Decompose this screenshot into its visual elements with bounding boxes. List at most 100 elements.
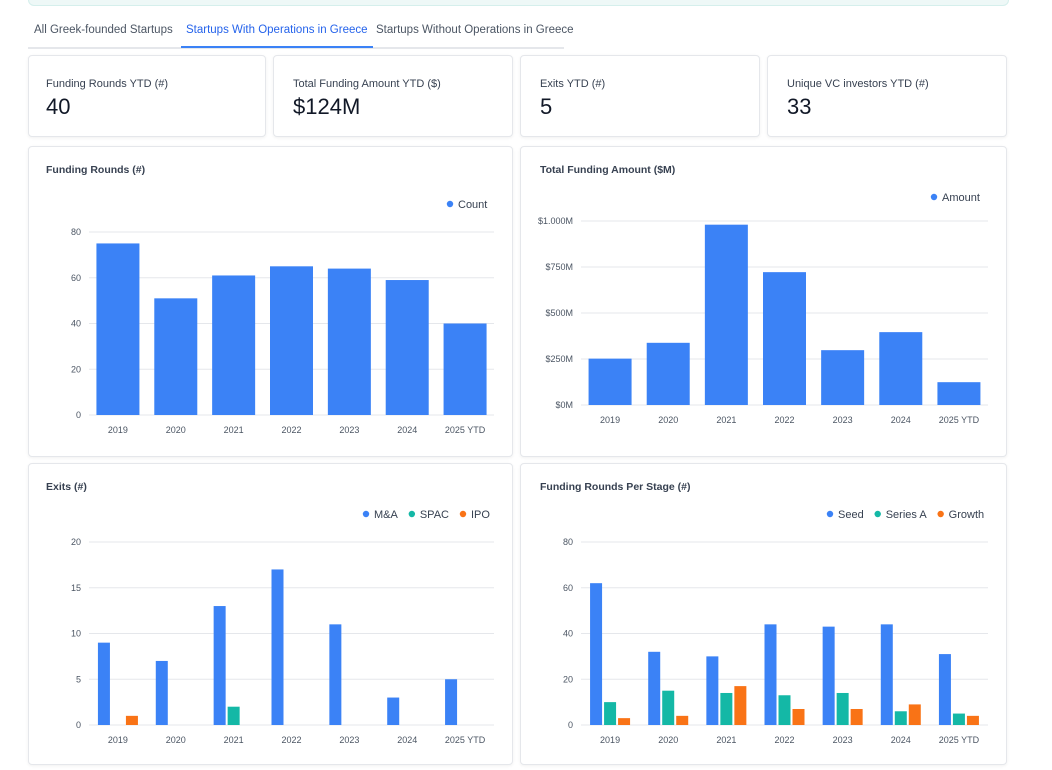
kpi-label: Unique VC investors YTD (#) <box>787 78 929 90</box>
bar-seed <box>648 651 661 725</box>
bar-m-a <box>213 606 226 725</box>
bar-amount <box>646 342 690 405</box>
chart-card-funding-rounds: Funding Rounds (#) 0 20 40 60 80 2019 2020 2021… <box>28 146 513 457</box>
x-tick-label: 2022 <box>281 425 301 435</box>
x-tick-label: 2021 <box>716 415 736 425</box>
bar-series-a <box>894 711 907 725</box>
bar-series-a <box>952 713 965 725</box>
legend-marker-spac <box>408 510 416 518</box>
y-tick-label: 40 <box>71 319 81 329</box>
bar-count <box>212 275 256 415</box>
bar-series-a <box>604 702 617 725</box>
chart-title: Exits (#) <box>46 481 87 493</box>
tab-all-greek-founded-startups[interactable]: All Greek-founded Startups <box>34 24 173 36</box>
x-tick-label: 2023 <box>339 735 359 745</box>
x-tick-label: 2020 <box>658 415 678 425</box>
kpi-value: $124M <box>293 94 361 119</box>
x-tick-label: 2023 <box>339 425 359 435</box>
bar-growth <box>734 686 747 725</box>
funding-rounds-chart: 0 20 40 60 80 2019 2020 2021 2022 2023 2024 2025 YT… <box>71 199 494 435</box>
kpi-label: Exits YTD (#) <box>540 78 606 90</box>
bar-growth <box>676 715 689 725</box>
x-tick-label: 2024 <box>891 415 911 425</box>
bar-spac <box>227 706 240 725</box>
bar-amount <box>588 358 632 405</box>
bar-count <box>443 323 487 415</box>
chart-card-total-funding-amount: Total Funding Amount ($M) $0M $250M $500M $… <box>520 146 1007 457</box>
bar-count <box>96 243 140 415</box>
y-tick-label: 20 <box>71 537 81 547</box>
y-tick-label: 80 <box>563 537 573 547</box>
bar-series-a <box>778 695 791 725</box>
x-tick-label: 2023 <box>833 415 853 425</box>
tab-startups-without-operations-in-greece[interactable]: Startups Without Operations in Greece <box>376 24 574 36</box>
bar-seed <box>938 654 951 725</box>
bar-seed <box>822 626 835 725</box>
x-tick-label: 2023 <box>833 735 853 745</box>
legend-marker-ipo <box>459 510 467 518</box>
bar-growth <box>618 718 631 725</box>
kpi-label: Total Funding Amount YTD ($) <box>293 78 441 90</box>
x-tick-label: 2019 <box>108 735 128 745</box>
x-tick-label: 2022 <box>774 415 794 425</box>
kpi-value: 33 <box>787 94 812 119</box>
bar-m-a <box>97 642 110 725</box>
legend-label-growth: Growth <box>949 509 984 521</box>
bar-series-a <box>836 692 849 725</box>
bar-count <box>270 266 313 415</box>
bar-m-a <box>271 569 284 725</box>
funding-rounds-per-stage-chart: 0 20 40 60 80 2019 2020 2021 2022 2023 2024 2025 YT… <box>563 509 988 745</box>
x-tick-label: 2021 <box>224 425 244 435</box>
y-tick-label: $750M <box>545 262 573 272</box>
legend-label-m-a: M&A <box>374 509 399 521</box>
legend-label-count: Count <box>458 199 487 211</box>
legend-label-seed: Seed <box>838 509 864 521</box>
kpi-value: 5 <box>540 94 553 119</box>
bar-seed <box>764 624 777 725</box>
y-tick-label: 40 <box>563 629 573 639</box>
bar-growth <box>966 715 979 725</box>
total-funding-amount-chart: $0M $250M $500M $750M $1.000M 2019 2020 2021 202… <box>538 192 988 425</box>
bar-seed <box>590 583 603 725</box>
x-tick-label: 2019 <box>600 735 620 745</box>
bar-count <box>154 298 198 415</box>
bar-growth <box>850 708 863 725</box>
kpi-card-total-funding: Total Funding Amount YTD ($) $124M <box>273 55 513 137</box>
x-tick-label: 2019 <box>600 415 620 425</box>
x-tick-label: 2019 <box>108 425 128 435</box>
kpi-value: 40 <box>46 94 71 119</box>
y-tick-label: 60 <box>71 273 81 283</box>
x-tick-label: 2020 <box>166 425 186 435</box>
legend-marker-amount <box>930 193 938 201</box>
bar-series-a <box>720 692 733 725</box>
y-tick-label: 0 <box>568 720 573 730</box>
legend-label-ipo: IPO <box>471 509 490 521</box>
y-tick-label: $500M <box>545 308 573 318</box>
y-tick-label: 0 <box>76 410 81 420</box>
chart-card-funding-rounds-per-stage: Funding Rounds Per Stage (#) 0 20 40 60 80 20… <box>520 463 1007 765</box>
bar-m-a <box>387 697 400 725</box>
y-tick-label: $1.000M <box>538 216 573 226</box>
legend-label-series-a: Series A <box>886 509 928 521</box>
bar-m-a <box>329 624 342 725</box>
bar-count <box>327 268 371 415</box>
x-tick-label: 2025 YTD <box>939 415 980 425</box>
x-tick-label: 2025 YTD <box>445 735 486 745</box>
x-tick-label: 2020 <box>658 735 678 745</box>
x-tick-label: 2020 <box>166 735 186 745</box>
x-tick-label: 2024 <box>397 735 417 745</box>
y-tick-label: 15 <box>71 583 81 593</box>
chart-title: Total Funding Amount ($M) <box>540 164 676 176</box>
tab-startups-with-operations-in-greece[interactable]: Startups With Operations in Greece <box>181 16 373 48</box>
kpi-label: Funding Rounds YTD (#) <box>46 78 169 90</box>
bar-seed <box>880 624 893 725</box>
y-tick-label: 60 <box>563 583 573 593</box>
x-tick-label: 2025 YTD <box>445 425 486 435</box>
bar-growth <box>908 704 921 725</box>
legend-marker-m-a <box>362 510 370 518</box>
y-tick-label: $0M <box>555 400 573 410</box>
exits-chart: 0 5 10 15 20 2019 2020 2021 2022 2023 2024 2025 YTD… <box>71 509 494 745</box>
bar-m-a <box>155 660 168 725</box>
bar-amount <box>821 350 865 405</box>
legend-marker-series-a <box>874 510 881 518</box>
